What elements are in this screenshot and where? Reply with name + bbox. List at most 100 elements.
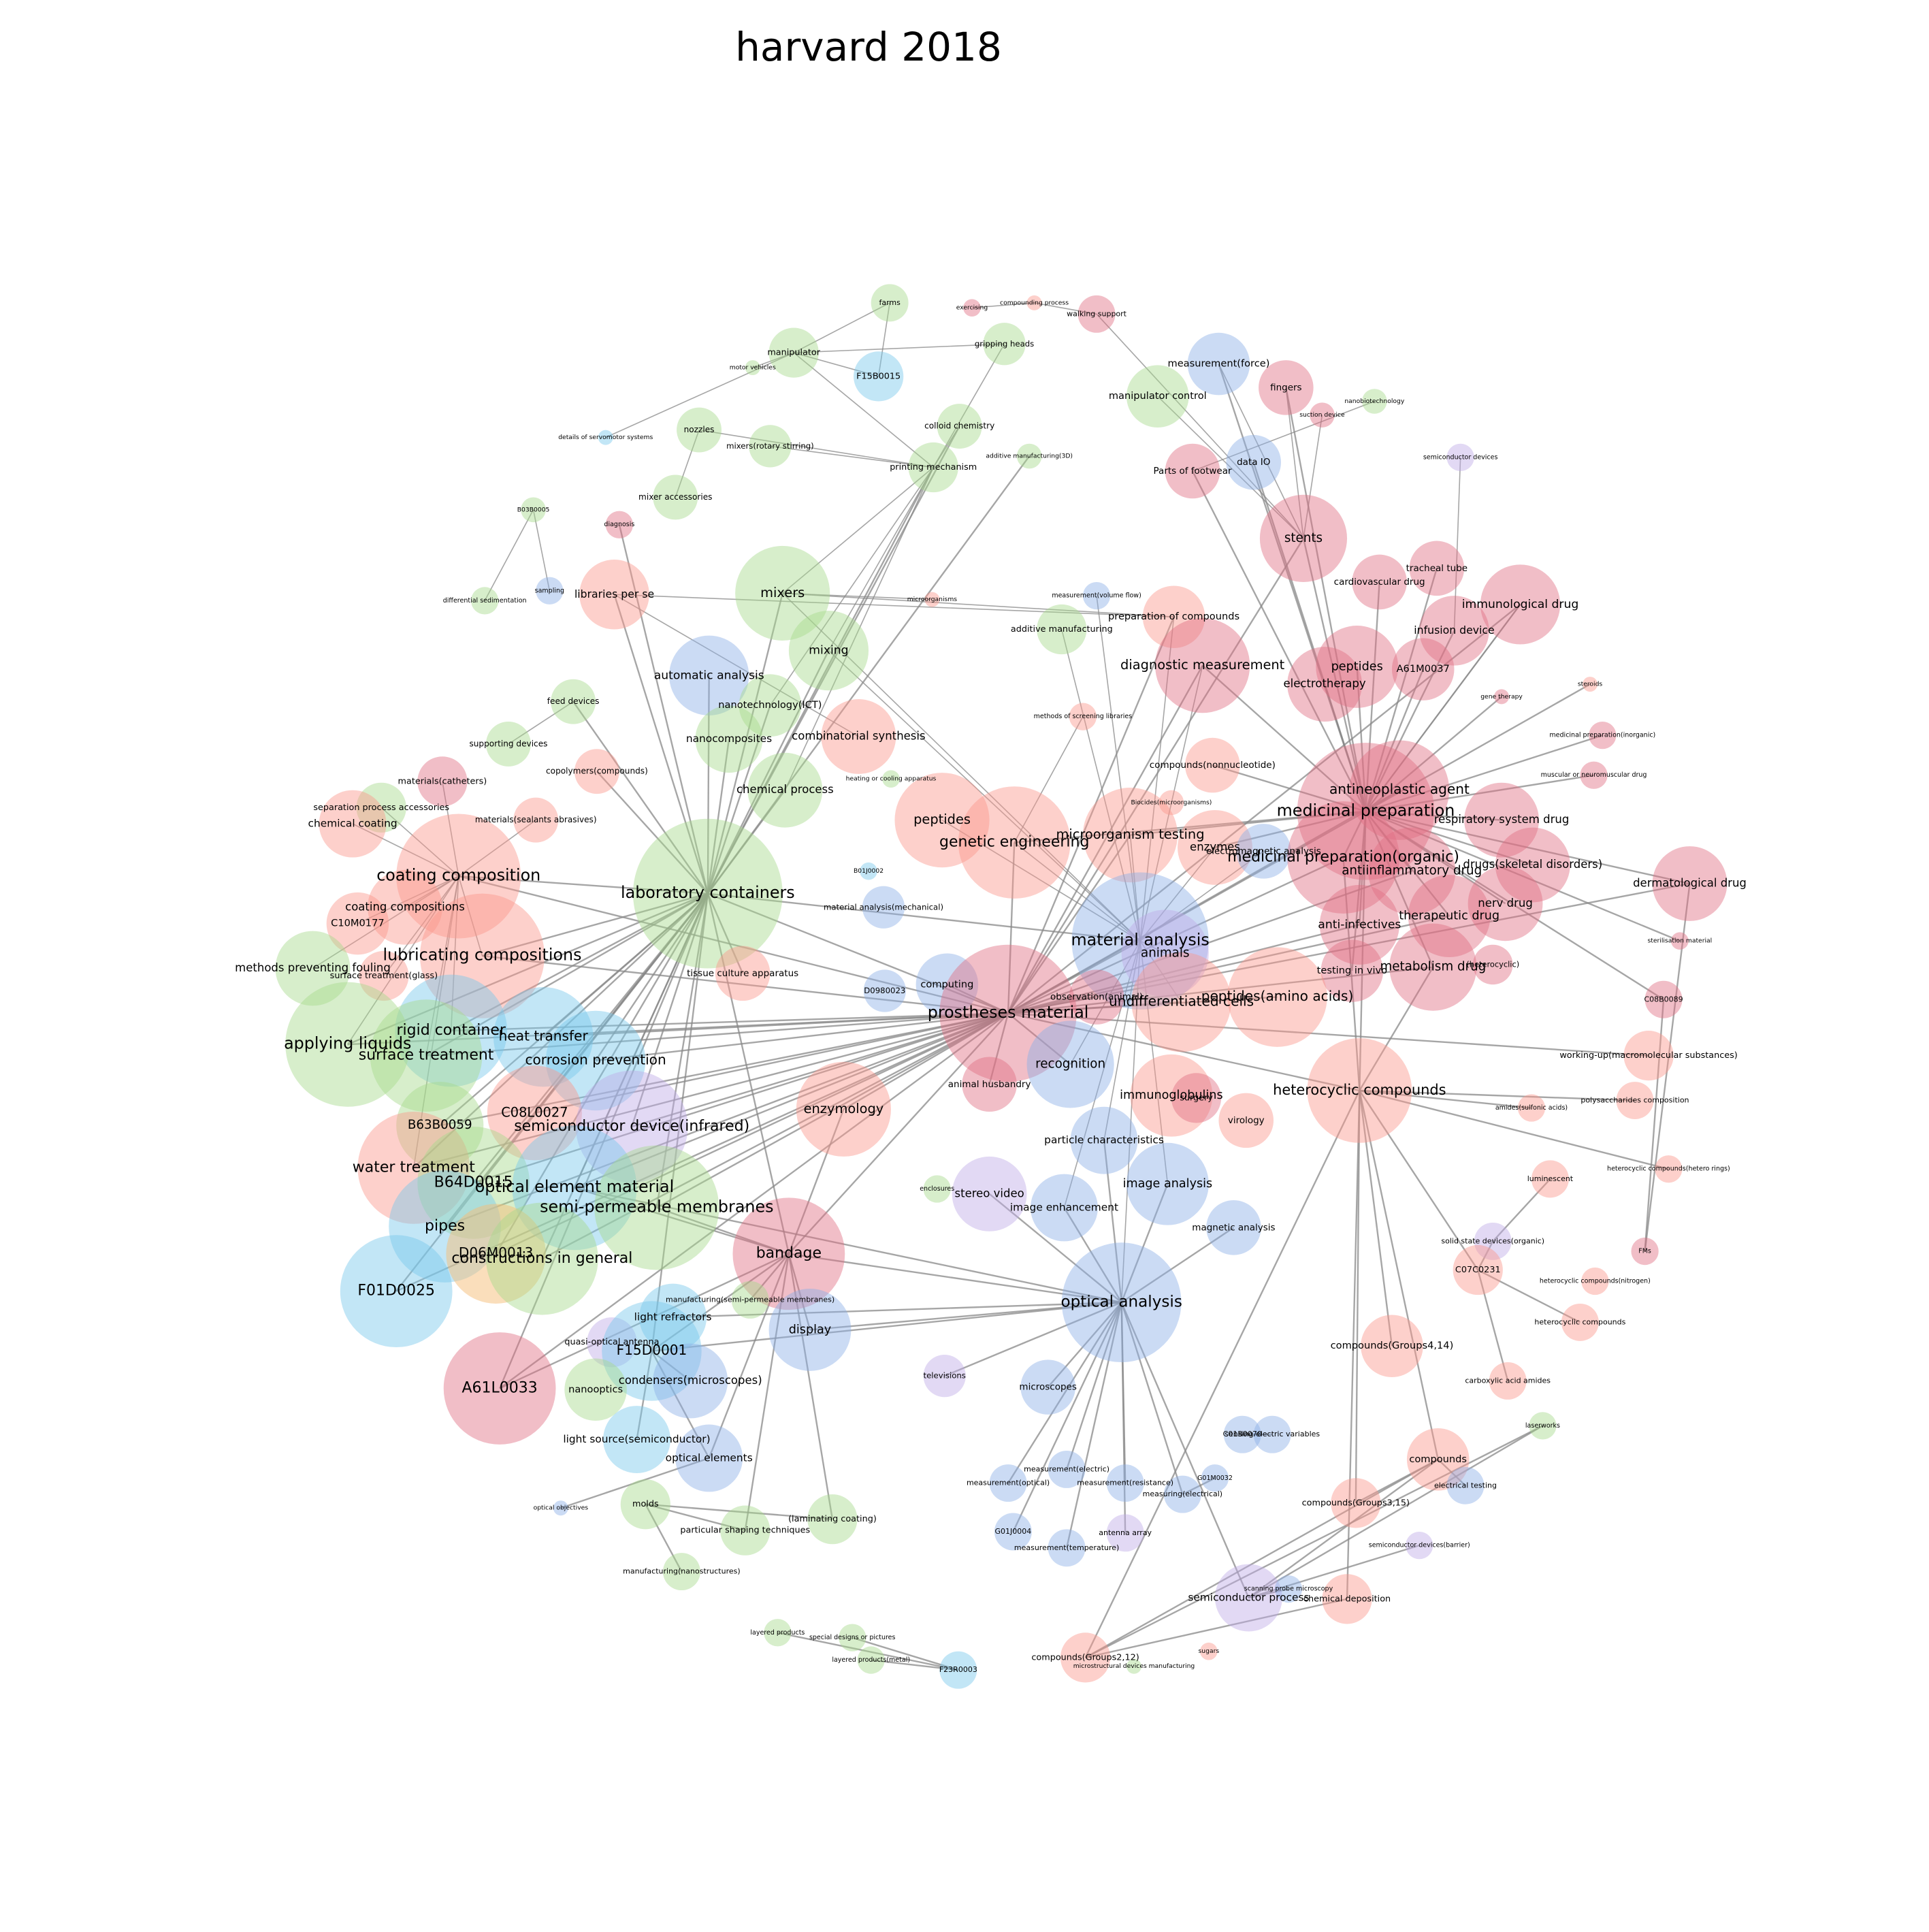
edge bbox=[707, 650, 830, 895]
node bbox=[579, 560, 649, 630]
node-label: particular shaping techniques bbox=[680, 1526, 810, 1536]
edge bbox=[1644, 883, 1691, 1252]
node-label: additive manufacturing(3D) bbox=[986, 453, 1073, 460]
node bbox=[1391, 638, 1455, 701]
node bbox=[860, 862, 877, 880]
edge bbox=[613, 594, 709, 895]
node-label: F01D0025 bbox=[357, 1283, 435, 1300]
node-label: televisions bbox=[924, 1371, 966, 1381]
node bbox=[962, 1057, 1017, 1112]
node bbox=[1583, 677, 1598, 692]
edge bbox=[708, 1253, 790, 1459]
node bbox=[487, 1065, 582, 1161]
node bbox=[1126, 1142, 1209, 1225]
node-label: measurement(optical) bbox=[967, 1479, 1050, 1487]
edge bbox=[1139, 940, 1166, 954]
node bbox=[1307, 1038, 1412, 1143]
node bbox=[923, 1175, 951, 1203]
node-label: scanning probe microscopy bbox=[1244, 1585, 1333, 1593]
edge bbox=[941, 819, 1141, 941]
edge bbox=[1007, 1302, 1122, 1484]
edge bbox=[788, 1253, 834, 1519]
node-label: additive manufacturing bbox=[1011, 624, 1113, 634]
edge bbox=[1201, 664, 1367, 812]
node bbox=[1310, 402, 1335, 428]
edge bbox=[1007, 1012, 1071, 1065]
edge bbox=[788, 1108, 845, 1255]
node bbox=[1171, 1073, 1222, 1123]
node-label: constructions in general bbox=[451, 1250, 632, 1267]
node bbox=[1468, 866, 1543, 941]
edge bbox=[933, 343, 1005, 468]
edge bbox=[347, 892, 709, 1046]
edge bbox=[1007, 834, 1131, 1014]
edge bbox=[1063, 940, 1141, 1208]
edge bbox=[614, 594, 1174, 618]
edge bbox=[672, 1301, 1122, 1319]
node-label: Parts of footwear bbox=[1154, 466, 1232, 477]
node-label: light source(semiconductor) bbox=[563, 1433, 710, 1445]
node bbox=[1187, 332, 1250, 396]
node-label: microscopes bbox=[1019, 1382, 1076, 1393]
node bbox=[1201, 1464, 1229, 1492]
edge bbox=[352, 823, 459, 877]
node-label: differential sedimentation bbox=[443, 597, 527, 605]
node bbox=[863, 969, 906, 1012]
node-label: measuring(electrical) bbox=[1143, 1490, 1222, 1498]
edge bbox=[347, 1012, 1009, 1046]
node bbox=[994, 1513, 1032, 1551]
node bbox=[1178, 809, 1252, 885]
edge bbox=[707, 739, 730, 894]
edge bbox=[574, 1187, 790, 1255]
edge bbox=[1477, 1270, 1509, 1381]
node bbox=[939, 1651, 977, 1689]
edge bbox=[1120, 1302, 1250, 1598]
node-label: B63B0059 bbox=[408, 1118, 472, 1132]
node bbox=[553, 1500, 568, 1516]
node bbox=[1464, 782, 1539, 858]
node-label: heterocyclic compounds(nitrogen) bbox=[1540, 1278, 1651, 1285]
node bbox=[1048, 1450, 1086, 1488]
edge bbox=[946, 984, 1009, 1014]
node bbox=[1616, 1082, 1654, 1120]
edge bbox=[828, 650, 1141, 941]
edge bbox=[425, 875, 459, 1056]
node bbox=[1406, 1531, 1433, 1560]
node bbox=[1130, 1054, 1213, 1137]
edge bbox=[769, 467, 934, 706]
edge bbox=[1085, 1425, 1544, 1658]
node-label: D06M0013 bbox=[459, 1244, 534, 1261]
edge bbox=[1365, 696, 1502, 812]
edge bbox=[496, 1012, 1009, 1255]
node bbox=[908, 442, 958, 493]
edge bbox=[1139, 940, 1182, 1003]
node bbox=[739, 674, 802, 737]
edge bbox=[1359, 811, 1367, 1091]
node-label: water treatment bbox=[353, 1159, 475, 1176]
node-label: material analysis(mechanical) bbox=[824, 902, 943, 912]
edge bbox=[1365, 669, 1424, 812]
node bbox=[1158, 790, 1184, 816]
node-label: methods of screening libraries bbox=[1034, 713, 1133, 720]
node-label: layered products bbox=[750, 1629, 805, 1637]
node-label: preparation of compounds bbox=[1108, 611, 1239, 622]
node-label: semi-permeable membranes bbox=[540, 1197, 773, 1216]
node bbox=[1446, 443, 1474, 472]
node bbox=[1121, 909, 1209, 997]
edge bbox=[596, 771, 709, 895]
node-label: gene therapy bbox=[1480, 693, 1523, 701]
node bbox=[396, 1082, 484, 1170]
node bbox=[1581, 1267, 1609, 1295]
edge bbox=[1047, 1302, 1122, 1388]
edge bbox=[1157, 396, 1304, 539]
node-label: surface treatment(glass) bbox=[330, 971, 438, 981]
node-label: optical analysis bbox=[1060, 1293, 1182, 1311]
edge bbox=[1365, 581, 1380, 811]
edge bbox=[1065, 1302, 1122, 1470]
node bbox=[1253, 1415, 1291, 1453]
node-label: chemical coating bbox=[308, 818, 398, 830]
node-label: manufacturing(nanostructures) bbox=[623, 1567, 741, 1576]
node bbox=[1259, 494, 1348, 582]
node-label: fingers bbox=[1270, 382, 1302, 393]
edge bbox=[707, 892, 1009, 1014]
